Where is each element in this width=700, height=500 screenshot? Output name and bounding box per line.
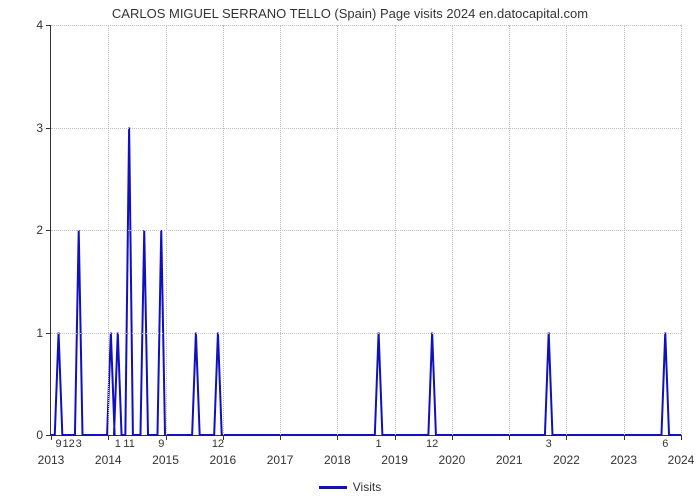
x-major-label: 2022	[553, 435, 580, 467]
x-minor-label: 1	[115, 435, 121, 450]
grid-line-v	[509, 25, 510, 435]
legend-swatch	[319, 486, 347, 489]
x-major-label: 2024	[668, 435, 695, 467]
y-tick-label: 3	[36, 121, 51, 135]
chart-title: CARLOS MIGUEL SERRANO TELLO (Spain) Page…	[0, 6, 700, 21]
grid-line-v	[166, 25, 167, 435]
x-major-label: 2017	[267, 435, 294, 467]
x-minor-label: 12	[426, 435, 438, 450]
grid-line-v	[395, 25, 396, 435]
grid-line-v	[452, 25, 453, 435]
x-minor-label: 1	[376, 435, 382, 450]
grid-line-v	[624, 25, 625, 435]
x-minor-label: 9	[55, 435, 61, 450]
x-minor-label: 3	[76, 435, 82, 450]
grid-line-v	[681, 25, 682, 435]
y-tick-label: 4	[36, 18, 51, 32]
grid-line-h	[51, 333, 681, 334]
x-minor-label: 12	[63, 435, 75, 450]
grid-line-v	[223, 25, 224, 435]
x-minor-label: 3	[546, 435, 552, 450]
grid-line-v	[108, 25, 109, 435]
y-tick-label: 1	[36, 326, 51, 340]
chart-container: CARLOS MIGUEL SERRANO TELLO (Spain) Page…	[0, 0, 700, 500]
plot-area: 0123420132014201520162017201820192020202…	[50, 25, 681, 436]
grid-line-v	[280, 25, 281, 435]
x-minor-label: 9	[158, 435, 164, 450]
legend-label: Visits	[353, 480, 381, 494]
grid-line-h	[51, 230, 681, 231]
x-minor-label: 6	[662, 435, 668, 450]
x-major-label: 2023	[610, 435, 637, 467]
x-minor-label: 11	[123, 435, 134, 450]
x-major-label: 2021	[496, 435, 523, 467]
x-major-label: 2019	[381, 435, 408, 467]
grid-line-v	[566, 25, 567, 435]
grid-line-h	[51, 128, 681, 129]
legend: Visits	[0, 480, 700, 494]
grid-line-h	[51, 25, 681, 26]
x-major-label: 2015	[152, 435, 179, 467]
x-major-label: 2018	[324, 435, 351, 467]
x-major-label: 2020	[439, 435, 466, 467]
x-minor-label: 12	[212, 435, 224, 450]
y-tick-label: 2	[36, 223, 51, 237]
grid-line-v	[337, 25, 338, 435]
